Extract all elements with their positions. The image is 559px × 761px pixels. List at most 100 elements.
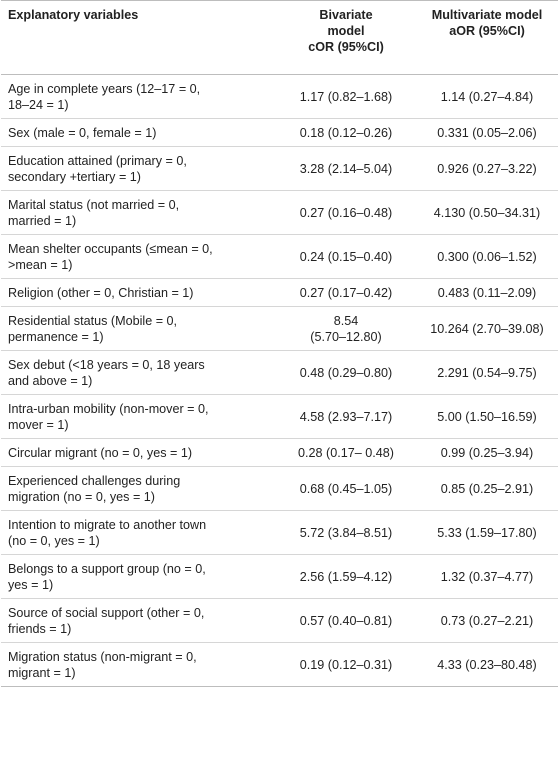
- header-multivariate-line-2: aOR (95%CI): [449, 24, 525, 38]
- crude-odds-ratio-cell: 0.24 (0.15–0.40): [276, 234, 416, 279]
- crude-odds-ratio-cell: 0.68 (0.45–1.05): [276, 466, 416, 511]
- crude-odds-ratio-cell-line: 0.18 (0.12–0.26): [299, 125, 393, 140]
- header-explanatory-variables: Explanatory variables: [1, 0, 276, 75]
- crude-odds-ratio-cell-line: 0.27 (0.16–0.48): [299, 205, 393, 220]
- explanatory-variable-cell-line: secondary +tertiary = 1): [8, 169, 141, 184]
- table-row: Age in complete years (12–17 = 0, 18–24 =…: [1, 74, 558, 119]
- table-row: Marital status (not married = 0, married …: [1, 190, 558, 235]
- adjusted-odds-ratio-cell: 1.32 (0.37–4.77): [416, 554, 558, 599]
- explanatory-variable-cell-line: 18–24 = 1): [8, 97, 69, 112]
- explanatory-variable-cell-line: Circular migrant (no = 0, yes = 1): [8, 445, 193, 460]
- header-multivariate-line-1: Multivariate model: [431, 8, 543, 22]
- crude-odds-ratio-cell: 0.27 (0.16–0.48): [276, 190, 416, 235]
- adjusted-odds-ratio-cell: 0.926 (0.27–3.22): [416, 146, 558, 191]
- explanatory-variable-cell-line: married = 1): [8, 213, 77, 228]
- crude-odds-ratio-cell: 0.19 (0.12–0.31): [276, 642, 416, 687]
- explanatory-variable-cell-line: yes = 1): [8, 577, 54, 592]
- explanatory-variable-cell-line: Marital status (not married = 0,: [8, 197, 180, 212]
- explanatory-variable-cell-line: Source of social support (other = 0,: [8, 605, 205, 620]
- table-header: Explanatory variables Bivariate model cO…: [1, 0, 558, 75]
- adjusted-odds-ratio-cell: 4.130 (0.50–34.31): [416, 190, 558, 235]
- explanatory-variable-cell: Intention to migrate to another town (no …: [1, 510, 276, 555]
- adjusted-odds-ratio-cell-line: 0.300 (0.06–1.52): [437, 249, 537, 264]
- crude-odds-ratio-cell: 0.48 (0.29–0.80): [276, 350, 416, 395]
- crude-odds-ratio-cell-line: (5.70–12.80): [310, 329, 382, 344]
- adjusted-odds-ratio-cell-line: 0.331 (0.05–2.06): [437, 125, 537, 140]
- adjusted-odds-ratio-cell: 4.33 (0.23–80.48): [416, 642, 558, 687]
- explanatory-variable-cell-line: (no = 0, yes = 1): [8, 533, 100, 548]
- adjusted-odds-ratio-cell-line: 10.264 (2.70–39.08): [430, 321, 544, 336]
- table-row: Migration status (non-migrant = 0, migran…: [1, 642, 558, 687]
- table-row: Experienced challenges during migration (…: [1, 466, 558, 511]
- explanatory-variable-cell-line: Education attained (primary = 0,: [8, 153, 187, 168]
- explanatory-variable-cell: Age in complete years (12–17 = 0, 18–24 =…: [1, 74, 276, 119]
- explanatory-variable-cell: Sex debut (<18 years = 0, 18 years and ab…: [1, 350, 276, 395]
- crude-odds-ratio-cell-line: 2.56 (1.59–4.12): [299, 569, 393, 584]
- adjusted-odds-ratio-cell: 0.73 (0.27–2.21): [416, 598, 558, 643]
- explanatory-variable-cell-line: Sex (male = 0, female = 1): [8, 125, 157, 140]
- crude-odds-ratio-cell: 5.72 (3.84–8.51): [276, 510, 416, 555]
- adjusted-odds-ratio-cell-line: 0.85 (0.25–2.91): [440, 481, 534, 496]
- explanatory-variable-cell: Circular migrant (no = 0, yes = 1): [1, 438, 276, 467]
- crude-odds-ratio-cell-line: 0.24 (0.15–0.40): [299, 249, 393, 264]
- crude-odds-ratio-cell: 0.18 (0.12–0.26): [276, 118, 416, 147]
- adjusted-odds-ratio-cell: 5.00 (1.50–16.59): [416, 394, 558, 439]
- adjusted-odds-ratio-cell-line: 0.483 (0.11–2.09): [437, 285, 537, 300]
- adjusted-odds-ratio-cell-line: 1.32 (0.37–4.77): [440, 569, 534, 584]
- header-bivariate-line-2: model: [327, 24, 365, 38]
- odds-ratio-table: Explanatory variables Bivariate model cO…: [1, 0, 558, 687]
- adjusted-odds-ratio-cell: 0.300 (0.06–1.52): [416, 234, 558, 279]
- header-bivariate-model: Bivariate model cOR (95%CI): [276, 0, 416, 75]
- adjusted-odds-ratio-cell-line: 4.33 (0.23–80.48): [437, 657, 537, 672]
- adjusted-odds-ratio-cell-line: 1.14 (0.27–4.84): [440, 89, 534, 104]
- header-bivariate-line-3: cOR (95%CI): [308, 40, 384, 54]
- table-row: Education attained (primary = 0, secondar…: [1, 146, 558, 191]
- crude-odds-ratio-cell-line: 0.57 (0.40–0.81): [299, 613, 393, 628]
- adjusted-odds-ratio-cell-line: 5.33 (1.59–17.80): [437, 525, 537, 540]
- adjusted-odds-ratio-cell: 0.331 (0.05–2.06): [416, 118, 558, 147]
- crude-odds-ratio-cell-line: 0.19 (0.12–0.31): [299, 657, 393, 672]
- explanatory-variable-cell: Intra-urban mobility (non-mover = 0, move…: [1, 394, 276, 439]
- crude-odds-ratio-cell-line: 5.72 (3.84–8.51): [299, 525, 393, 540]
- crude-odds-ratio-cell: 8.54 (5.70–12.80): [276, 306, 416, 351]
- explanatory-variable-cell: Residential status (Mobile = 0, permanenc…: [1, 306, 276, 351]
- crude-odds-ratio-cell-line: 8.54: [333, 313, 359, 328]
- table-row: Intention to migrate to another town (no …: [1, 510, 558, 555]
- explanatory-variable-cell-line: Religion (other = 0, Christian = 1): [8, 285, 194, 300]
- table-row: Religion (other = 0, Christian = 1) 0.27 …: [1, 278, 558, 307]
- crude-odds-ratio-cell-line: 4.58 (2.93–7.17): [299, 409, 393, 424]
- crude-odds-ratio-cell-line: 3.28 (2.14–5.04): [299, 161, 393, 176]
- crude-odds-ratio-cell: 0.57 (0.40–0.81): [276, 598, 416, 643]
- adjusted-odds-ratio-cell-line: 2.291 (0.54–9.75): [437, 365, 537, 380]
- explanatory-variable-cell-line: Intention to migrate to another town: [8, 517, 207, 532]
- adjusted-odds-ratio-cell-line: 0.926 (0.27–3.22): [437, 161, 537, 176]
- explanatory-variable-cell-line: mover = 1): [8, 417, 69, 432]
- explanatory-variable-cell-line: migration (no = 0, yes = 1): [8, 489, 155, 504]
- explanatory-variable-cell: Sex (male = 0, female = 1): [1, 118, 276, 147]
- explanatory-variable-cell-line: Intra-urban mobility (non-mover = 0,: [8, 401, 209, 416]
- explanatory-variable-cell-line: Migration status (non-migrant = 0,: [8, 649, 197, 664]
- crude-odds-ratio-cell: 4.58 (2.93–7.17): [276, 394, 416, 439]
- adjusted-odds-ratio-cell: 0.85 (0.25–2.91): [416, 466, 558, 511]
- explanatory-variable-cell-line: and above = 1): [8, 373, 93, 388]
- table-row: Residential status (Mobile = 0, permanenc…: [1, 306, 558, 351]
- explanatory-variable-cell: Education attained (primary = 0, secondar…: [1, 146, 276, 191]
- crude-odds-ratio-cell: 0.28 (0.17– 0.48): [276, 438, 416, 467]
- adjusted-odds-ratio-cell: 0.483 (0.11–2.09): [416, 278, 558, 307]
- explanatory-variable-cell-line: Belongs to a support group (no = 0,: [8, 561, 206, 576]
- explanatory-variable-cell-line: friends = 1): [8, 621, 72, 636]
- crude-odds-ratio-cell-line: 0.28 (0.17– 0.48): [298, 445, 394, 460]
- explanatory-variable-cell-line: Residential status (Mobile = 0,: [8, 313, 178, 328]
- adjusted-odds-ratio-cell-line: 0.99 (0.25–3.94): [440, 445, 534, 460]
- adjusted-odds-ratio-cell-line: 4.130 (0.50–34.31): [433, 205, 541, 220]
- explanatory-variable-cell: Belongs to a support group (no = 0, yes =…: [1, 554, 276, 599]
- explanatory-variable-cell: Religion (other = 0, Christian = 1): [1, 278, 276, 307]
- table-row: Intra-urban mobility (non-mover = 0, move…: [1, 394, 558, 439]
- crude-odds-ratio-cell-line: 0.48 (0.29–0.80): [299, 365, 393, 380]
- explanatory-variable-cell: Mean shelter occupants (≤mean = 0, >mean …: [1, 234, 276, 279]
- explanatory-variable-cell: Experienced challenges during migration (…: [1, 466, 276, 511]
- table-row: Sex (male = 0, female = 1) 0.18 (0.12–0.2…: [1, 118, 558, 147]
- adjusted-odds-ratio-cell: 10.264 (2.70–39.08): [416, 306, 558, 351]
- crude-odds-ratio-cell-line: 0.27 (0.17–0.42): [299, 285, 393, 300]
